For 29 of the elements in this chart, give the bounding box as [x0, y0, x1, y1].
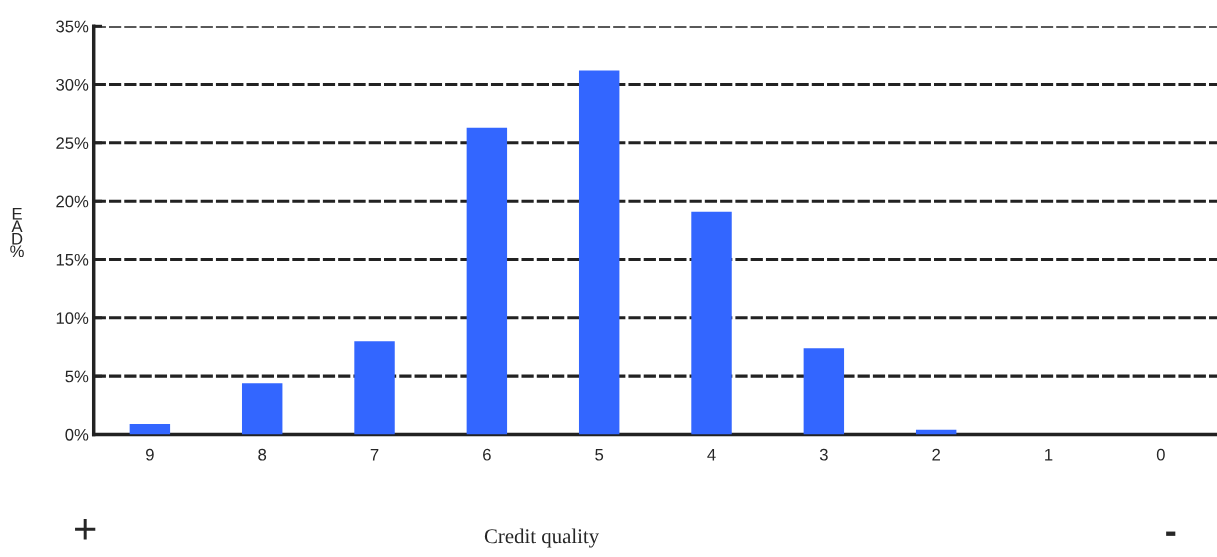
text: -: [1166, 531, 1176, 536]
x-tick-label: 1: [1045, 448, 1053, 461]
y-tick-label: 35%: [56, 20, 89, 33]
bar: [578, 70, 620, 435]
y-tick-label: 25%: [56, 137, 89, 150]
y-tick-label: 5%: [65, 370, 89, 383]
x-tick-label: 0: [1156, 448, 1165, 461]
x-tick-label: 8: [258, 448, 267, 461]
bar: [466, 127, 508, 435]
text: +: [75, 519, 96, 540]
x-tick-label: 4: [707, 448, 716, 461]
y-axis-title: EAD %: [10, 208, 24, 258]
bar: [129, 423, 171, 435]
x-tick-label: 3: [819, 448, 828, 461]
x-tick-label: 6: [483, 448, 491, 461]
x-tick-label: 5: [595, 448, 604, 461]
y-tick-label: 30%: [56, 78, 89, 91]
y-tick-label: 20%: [56, 195, 89, 208]
x-tick-label: 2: [932, 448, 940, 461]
bar: [241, 383, 283, 435]
x-tick-label: 9: [146, 448, 154, 461]
bar: [691, 211, 732, 435]
y-tick-label: 0%: [65, 428, 89, 441]
bar: [803, 348, 845, 435]
bar: [354, 341, 395, 435]
y-tick-label: 15%: [56, 253, 89, 266]
x-axis-title: Credit quality: [484, 528, 600, 548]
x-tick-label: 7: [370, 448, 379, 461]
y-tick-label: 10%: [56, 312, 89, 325]
